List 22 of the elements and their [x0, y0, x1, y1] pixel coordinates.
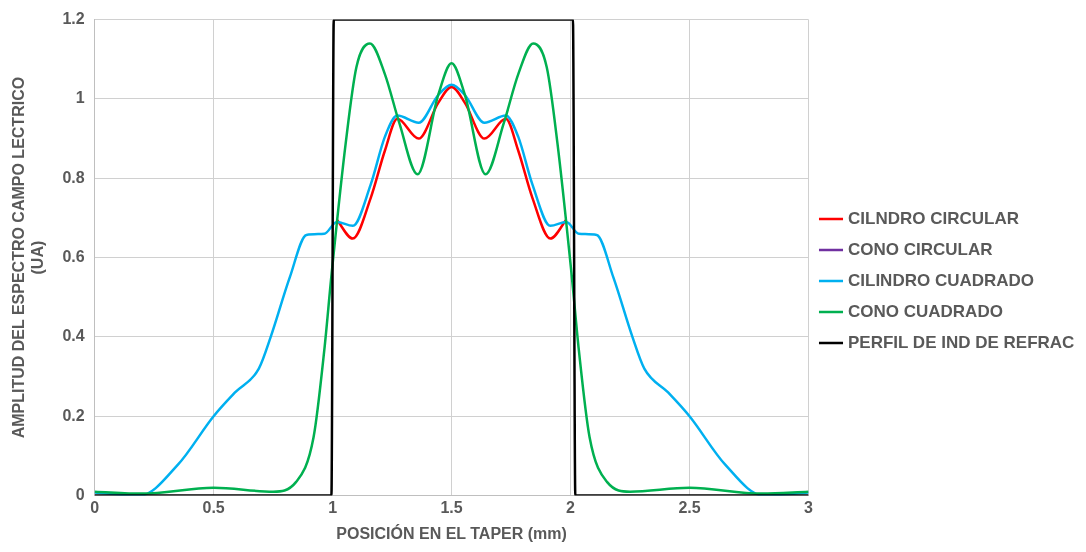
legend-label: CILNDRO CIRCULAR: [848, 208, 1019, 228]
x-tick-label: 2.5: [678, 498, 701, 516]
y-tick-label: 0.2: [62, 406, 85, 424]
y-tick-label: 0.8: [62, 168, 85, 186]
y-tick-label: 0: [75, 486, 85, 504]
x-tick-label: 1.5: [440, 498, 463, 516]
y-tick-label: 0.4: [62, 327, 85, 345]
legend-label: PERFIL DE IND DE REFRAC: [848, 332, 1075, 352]
legend-label: CONO CUADRADO: [848, 301, 1003, 321]
legend-label: CONO CIRCULAR: [848, 239, 993, 259]
x-axis-title: POSICIÓN EN EL TAPER (mm): [336, 523, 567, 542]
line-series: [335, 85, 568, 240]
x-tick-label: 0.5: [202, 498, 225, 516]
x-tick-label: 1: [328, 498, 338, 516]
legend-label: CILINDRO CUADRADO: [848, 270, 1035, 290]
y-tick-label: 1.2: [62, 10, 85, 28]
y-axis-title: AMPLITUD DEL ESPECTRO CAMPO LECTRICO (UA): [10, 76, 47, 439]
y-tick-label: 0.6: [62, 248, 85, 266]
y-tick-label: 1: [75, 89, 85, 107]
x-tick-label: 0: [90, 498, 100, 516]
x-tick-label: 3: [804, 498, 814, 516]
x-tick-label: 2: [566, 498, 576, 516]
